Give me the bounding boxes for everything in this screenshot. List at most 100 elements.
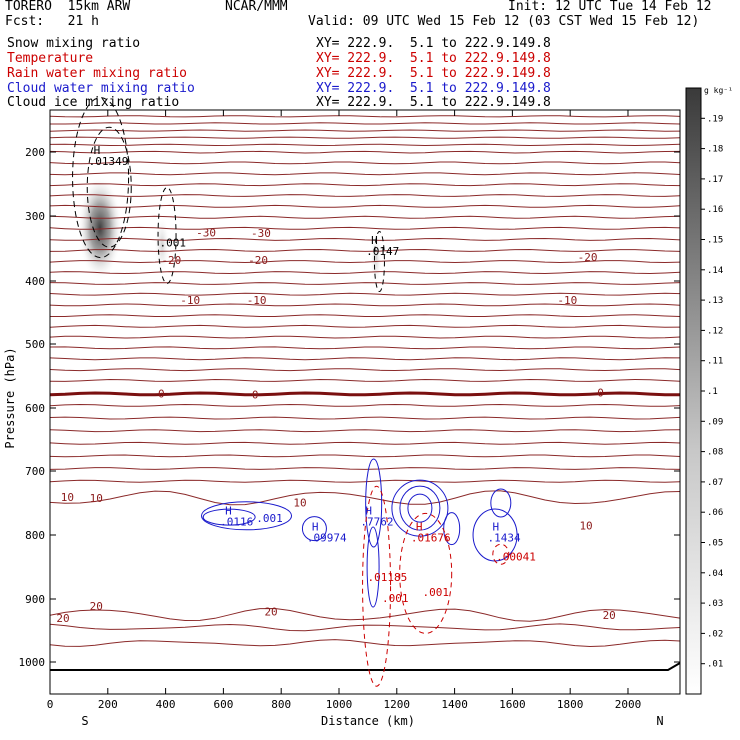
colorbar-tick-label: .14 [707,266,723,276]
model-title: TORERO 15km ARW [5,0,131,14]
colorbar-tick-label: .19 [707,114,723,124]
isotherm-line [49,391,680,397]
x-tick-label: 2000 [615,698,642,711]
isotherm-line [49,226,681,230]
maximum-value-label: .0116 [220,515,253,528]
y-tick-label: 200 [25,146,45,159]
isotherm-line [49,271,681,275]
field-xy-2: XY= 222.9. 5.1 to 222.9.149.8 [316,66,551,81]
colorbar-fill [685,87,702,695]
snow-secondary [154,215,170,275]
maximum-value-label: .00041 [496,551,536,564]
isotherm-line [49,260,681,264]
colorbar-tick-label: .06 [707,508,723,518]
colorbar-unit: g kg⁻¹ [704,86,733,95]
isotherm-line [49,115,681,118]
isotherm-label: -10 [557,294,577,307]
forecast-hour: Fcst: 21 h [5,14,99,29]
colorbar-tick-label: .02 [707,629,723,639]
field-xy-3: XY= 222.9. 5.1 to 222.9.149.8 [316,81,551,96]
cloud-water-contour [366,526,380,608]
colorbar: .01 .02 .03 .04 .05 .06 .07 .08 .09 .1 .11 .12 .13 .1… [685,87,723,695]
field-name-snow: Snow mixing ratio [7,36,141,51]
isotherm-line [49,194,681,197]
colorbar-tick-label: .04 [707,569,723,579]
isotherm-line [49,346,681,350]
field-name-cloud-water: Cloud water mixing ratio [7,81,195,96]
isotherm-line [49,150,681,154]
x-tick-label: 1400 [441,698,468,711]
isotherm-line [49,490,681,506]
isotherm-line [49,282,681,285]
colorbar-tick-label: .03 [707,599,723,609]
isotherm-line [49,143,681,147]
source-label: NCAR/MMM [225,0,288,14]
isotherm-label: 10 [90,492,103,505]
mixing-ratio-contours [72,97,518,687]
isotherm-line [49,607,681,622]
isotherm-label: -30 [196,226,216,239]
maximum-value-label: .01349 [89,155,129,168]
isotherm-label: 10 [61,491,74,504]
maximum-marker: H [416,520,423,533]
maximum-marker: H [365,504,372,517]
isotherm-label: 0 [252,389,259,402]
cloud-water-contour [202,508,256,526]
isotherm-label: -10 [180,294,200,307]
maximum-value-label: .09974 [307,531,347,544]
isotherm-label: 20 [56,612,69,625]
maximum-value-label: .7762 [360,515,393,528]
field-name-rain: Rain water mixing ratio [7,66,188,81]
maximum-marker: H [492,520,499,533]
endpoint-right: N [656,714,663,728]
x-tick-label: 400 [156,698,176,711]
maximum-value-label: .01185 [368,571,408,584]
isotherm-label: 20 [264,606,277,619]
isotherm-line [50,314,681,318]
isotherm-label: 20 [603,609,616,622]
maximum-marker: H [225,504,232,517]
y-tick-label: 800 [25,529,45,542]
isotherm-label: -20 [578,251,598,264]
colorbar-tick-label: .17 [707,175,723,185]
colorbar-tick-label: .11 [707,357,723,367]
cloud-water-contour [490,488,512,518]
x-tick-label: 200 [98,698,118,711]
colorbar-tick-label: .15 [707,236,723,246]
maximum-value-label: .001 [256,512,283,525]
y-tick-label: 900 [25,593,45,606]
isotherm-label: 20 [90,600,103,613]
rain-contour [492,543,510,565]
y-axis-title: Pressure (hPa) [3,347,17,448]
isotherm-label: -30 [251,227,271,240]
isotherm-line [49,441,681,445]
isotherm-line [49,467,681,470]
ground-line [50,662,681,671]
y-tick-label: 300 [25,210,45,223]
maximum-value-label: .001 [159,237,186,250]
cloud-water-contour [399,485,441,531]
maximum-value-label: .01676 [411,531,451,544]
snow-contour [157,187,177,284]
maximum-value-label: .1434 [487,531,520,544]
x-tick-label: 1200 [384,698,411,711]
field-xy-4: XY= 222.9. 5.1 to 222.9.149.8 [316,95,551,110]
maximum-value-label: .001 [382,592,409,605]
cloud-water-contour [365,458,383,548]
isotherm-line [49,429,681,433]
isotherm-line [49,161,681,165]
colorbar-tick-label: .1 [707,387,718,397]
y-tick-label: 1000 [19,656,46,669]
y-tick-label: 400 [25,275,45,288]
x-axis-title: Distance (km) [321,714,415,728]
colorbar-tick-label: .16 [707,205,723,215]
isotherm-line [49,623,681,632]
x-tick-label: 1000 [326,698,353,711]
rain-contour [399,512,453,634]
isotherm-line [50,122,681,125]
snow-shading [78,176,382,286]
x-tick-label: 0 [47,698,54,711]
y-tick-label: 700 [25,465,45,478]
isotherm-label: 0 [597,387,604,400]
